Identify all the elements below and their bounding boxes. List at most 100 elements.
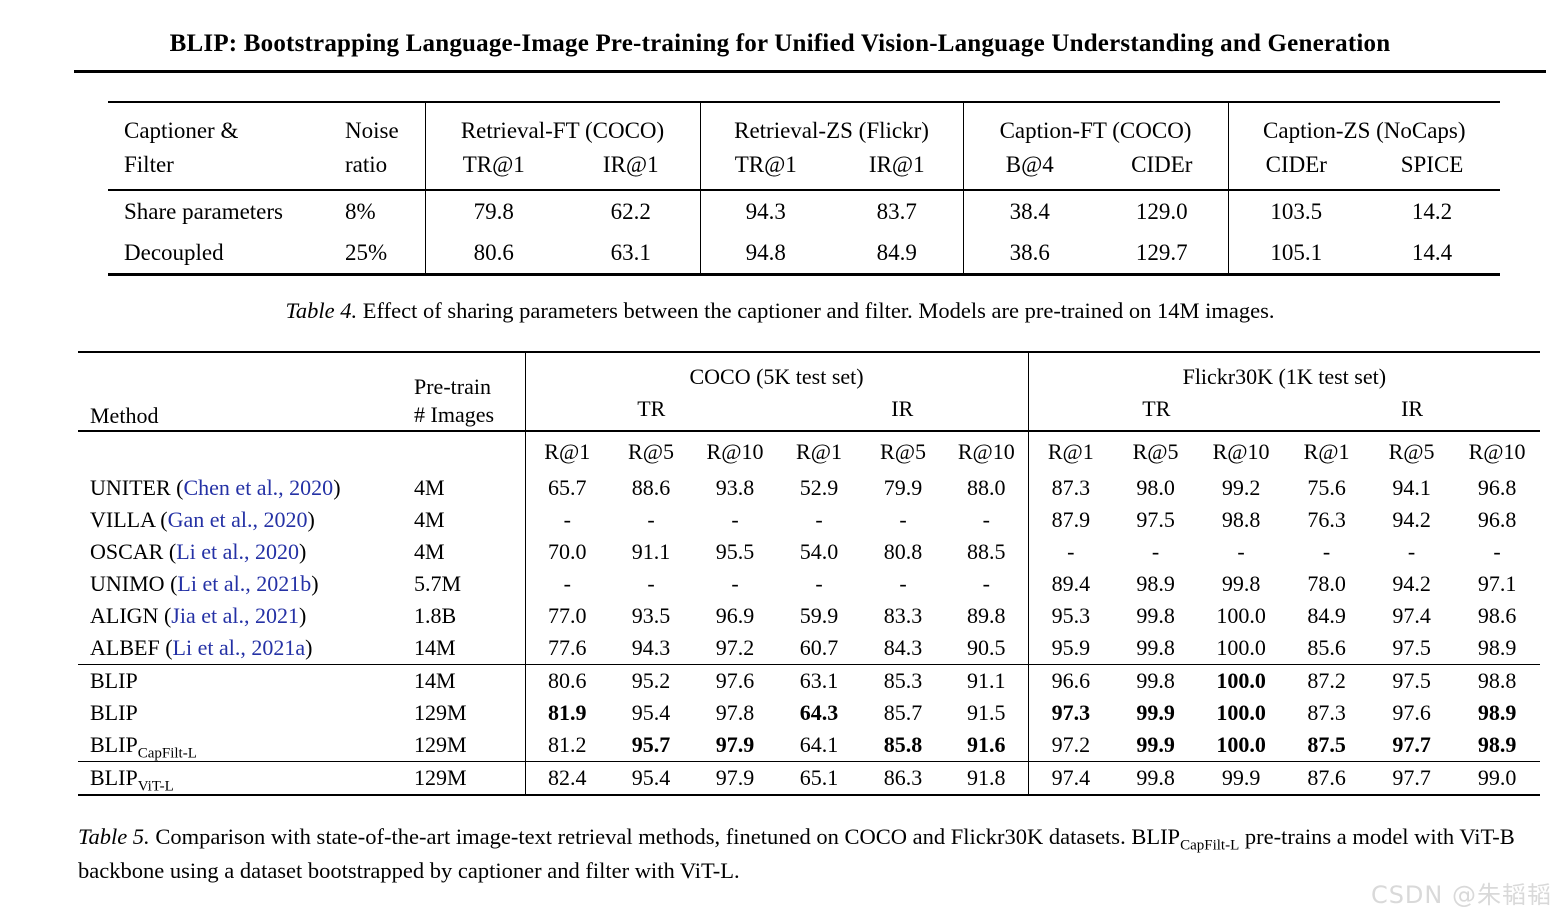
table5-header-row1: Method Pre-train # Images COCO (5K test s… (78, 352, 1541, 432)
table5-subheader-row: R@1 R@5 R@10 R@1 R@5 R@10 R@1 R@5 R@10 R@1 R@5 R@10 (78, 431, 1540, 472)
metric-cell: - (1151, 539, 1160, 564)
table5-blip-group: BLIP 14M 80.6 95.2 97.6 63.1 85.3 91.1 96.6 99.8 1… (78, 664, 1541, 762)
ir1-header: IR@1 (831, 146, 964, 191)
metric-cell: 14.4 (1411, 239, 1453, 265)
empty-cell (78, 431, 413, 472)
metric-cell: 80.8 (883, 539, 923, 564)
page: BLIP: Bootstrapping Language-Image Pre-t… (0, 30, 1560, 909)
metric-cell: 95.4 (631, 700, 671, 725)
metric-cell: 85.8 (883, 732, 923, 757)
table5-row: ALIGN (Jia et al., 2021) 1.8B 77.0 93.5 96.9… (78, 600, 1540, 632)
metric-cell: 100.0 (1216, 700, 1266, 725)
table4-body: Share parameters 8% 79.8 62.2 94.3 83.7 38.4 12… (108, 190, 1500, 275)
method-name: BLIP (90, 765, 138, 790)
table5-caption-subscript: CapFilt-L (1180, 837, 1240, 854)
metric-cell: 100.0 (1198, 664, 1285, 697)
tr1-header: TR@1 (699, 146, 832, 191)
metric-cell: 65.7 (524, 472, 609, 504)
metric-cell: 60.7 (799, 635, 839, 660)
citation-link[interactable]: Gan et al., 2020 (167, 507, 308, 532)
pretrain-images-cell: 14M (414, 635, 456, 660)
table4: Captioner & Noise Retrieval-FT (COCO) Re… (108, 101, 1501, 276)
metric-cell: 96.9 (715, 603, 755, 628)
metric-cell: 85.7 (883, 700, 923, 725)
empty-cell (413, 431, 525, 472)
metric-cell: 93.5 (631, 603, 671, 628)
method-name: BLIP (90, 668, 138, 693)
method-cell: OSCAR (Li et al., 2020) (90, 539, 307, 564)
metric-cell: - (1027, 536, 1114, 568)
method-cell: UNITER (Chen et al., 2020) (90, 475, 341, 500)
metric-cell: 97.4 (1392, 603, 1431, 628)
metric-cell: 99.9 (1198, 761, 1285, 795)
recall-header-cell: R@5 (1388, 439, 1435, 464)
table5-row: BLIPViT-L 129M 82.4 95.4 97.9 65.1 86.3 91.8 97.… (78, 761, 1541, 795)
citation-link[interactable]: Jia et al., 2021 (171, 603, 299, 628)
metric-cell: 81.9 (524, 697, 609, 729)
metric-cell: 81.2 (524, 729, 609, 762)
metric-cell: 103.5 (1227, 190, 1365, 232)
method-name: VILLA (90, 507, 155, 532)
method-cell: UNIMO (Li et al., 2021b) (90, 571, 319, 596)
metric-cell: - (524, 504, 609, 536)
table5-caption: Table 5. Comparison with state-of-the-ar… (78, 820, 1544, 888)
pretrain-images-cell: 14M (413, 664, 525, 697)
flickr-tr-header: TR (1027, 391, 1285, 432)
recall-header-cell: R@1 (1027, 431, 1114, 472)
citation-link[interactable]: Li et al., 2021b (177, 571, 312, 596)
metric-cell: 89.4 (1027, 568, 1114, 600)
recall-header-cell: R@5 (628, 439, 674, 464)
metric-cell: 105.1 (1227, 232, 1365, 275)
metric-cell: 98.9 (1136, 571, 1175, 596)
metric-cell: 97.2 (1027, 729, 1114, 762)
metric-cell: 98.9 (1477, 700, 1517, 725)
metric-cell: 65.1 (777, 761, 861, 795)
citation-link[interactable]: Li et al., 2021a (172, 635, 306, 660)
captioner-filter-header: Captioner & (124, 118, 239, 143)
metric-cell: 98.9 (1477, 635, 1517, 660)
captioner-filter-header-line2: Filter (108, 146, 343, 191)
method-name: UNITER (90, 475, 171, 500)
metric-cell: 80.6 (424, 232, 562, 275)
metric-cell: - (1407, 539, 1416, 564)
recall-header-cell: R@1 (524, 431, 609, 472)
metric-cell: 97.5 (1136, 507, 1175, 532)
metric-cell: 63.1 (610, 239, 651, 265)
table5-caption-label: Table 5. (78, 824, 150, 849)
method-cell: BLIPViT-L (78, 761, 413, 795)
metric-cell: 129.0 (1135, 198, 1188, 224)
metric-cell: 79.9 (883, 475, 923, 500)
coco-testset-header: COCO (5K test set) (524, 352, 1029, 391)
table5-baselines-group: UNITER (Chen et al., 2020) 4M 65.7 88.6 93.8… (78, 472, 1540, 665)
spice-header: SPICE (1364, 146, 1501, 191)
retrieval-ft-coco-header: Retrieval-FT (COCO) (424, 102, 701, 146)
metric-cell: 87.3 (1307, 700, 1346, 725)
noise-ratio-header: Noise (345, 118, 399, 143)
citation-link[interactable]: Li et al., 2020 (176, 539, 299, 564)
metric-cell: 80.6 (524, 664, 609, 697)
b4-header: B@4 (962, 146, 1097, 191)
metric-cell: 95.9 (1027, 632, 1114, 665)
metric-cell: 64.3 (799, 700, 839, 725)
metric-cell: 97.7 (1369, 761, 1455, 795)
metric-cell: 100.0 (1216, 603, 1266, 628)
metric-cell: 94.2 (1392, 571, 1431, 596)
metric-cell: 14.2 (1411, 198, 1453, 224)
method-name: BLIP (90, 700, 138, 725)
recall-header-cell: R@10 (706, 439, 764, 464)
metric-cell: 97.5 (1392, 635, 1431, 660)
metric-cell: 95.7 (631, 732, 671, 757)
metric-cell: 87.2 (1284, 664, 1370, 697)
pretrain-images-cell: 4M (414, 507, 445, 532)
citation-link[interactable]: Chen et al., 2020 (183, 475, 334, 500)
method-cell: VILLA (Gan et al., 2020) (90, 507, 315, 532)
paper-title: BLIP: Bootstrapping Language-Image Pre-t… (169, 30, 1391, 57)
metric-cell: 86.3 (861, 761, 945, 795)
retrieval-zs-flickr-header: Retrieval-ZS (Flickr) (699, 102, 964, 146)
method-name: ALBEF (90, 635, 160, 660)
caption-zs-nocaps-header: Caption-ZS (NoCaps) (1227, 102, 1501, 146)
metric-cell: 85.6 (1307, 635, 1346, 660)
metric-cell: 78.0 (1307, 571, 1346, 596)
noise-ratio-header-line2: ratio (343, 146, 425, 191)
pretrain-images-cell: 4M (414, 539, 445, 564)
